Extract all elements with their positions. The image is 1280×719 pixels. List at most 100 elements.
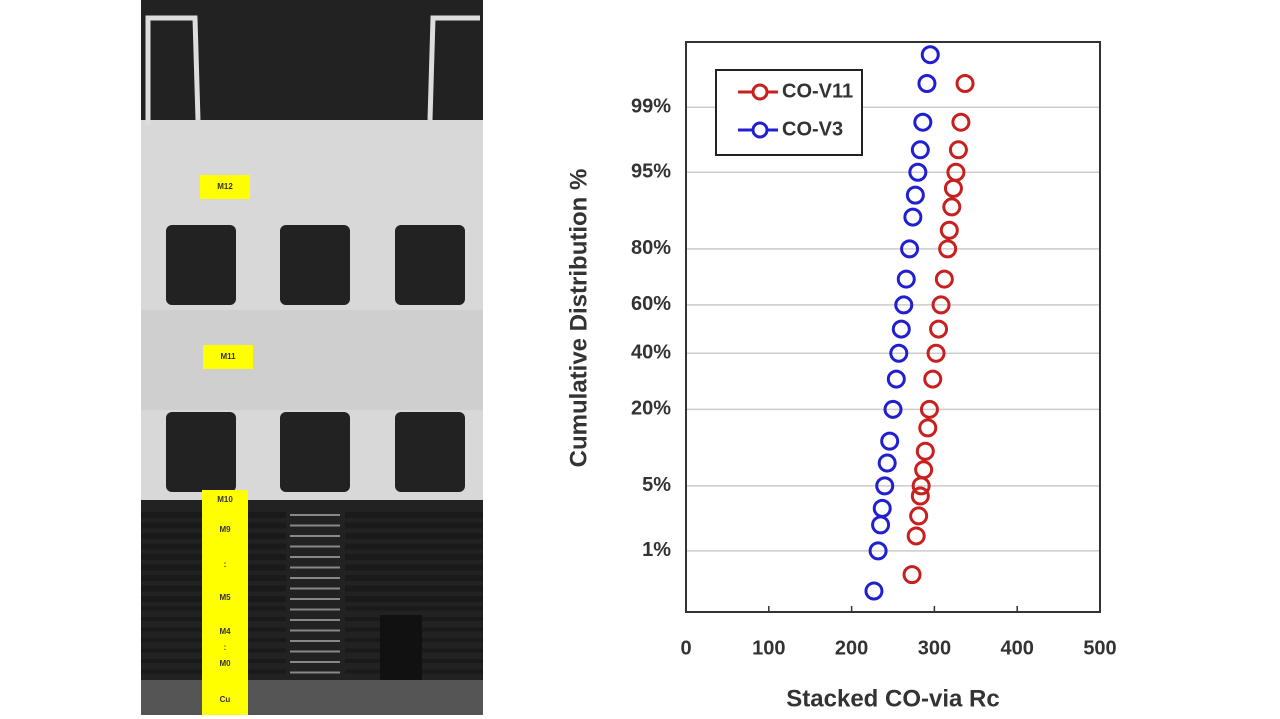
label-box <box>200 175 250 199</box>
data-point <box>917 74 937 94</box>
image-label: : <box>224 560 227 569</box>
data-point <box>915 441 935 461</box>
metal-stripe <box>290 650 340 653</box>
y-tick-label: 95% <box>631 161 671 183</box>
metal-stripe <box>345 512 483 518</box>
metal-stripe <box>290 661 340 663</box>
y-tick-label: 5% <box>642 474 671 496</box>
x-tick-label: 300 <box>918 637 951 659</box>
data-point <box>943 178 963 198</box>
x-tick-label: 100 <box>752 637 785 659</box>
metal-stripe <box>290 608 340 611</box>
data-point <box>900 239 920 259</box>
metal-stripe <box>345 522 483 529</box>
metal-line <box>280 225 350 305</box>
y-tick-label: 99% <box>631 96 671 118</box>
metal-stripe <box>345 554 483 560</box>
metal-line <box>166 412 236 492</box>
data-point <box>929 319 949 339</box>
image-label: : <box>224 643 227 652</box>
metal-stripe <box>290 629 340 632</box>
data-point <box>906 526 926 546</box>
metal-stripe <box>345 564 483 571</box>
data-point <box>877 453 897 473</box>
via-stack <box>380 615 422 680</box>
data-point <box>880 431 900 451</box>
x-tick-label: 0 <box>680 637 691 659</box>
legend-marker <box>751 121 769 139</box>
image-label: Cu <box>220 695 231 704</box>
legend-marker <box>751 83 769 101</box>
data-point <box>951 112 971 132</box>
substrate <box>141 680 483 715</box>
metal-stripe <box>290 535 340 537</box>
data-point <box>886 369 906 389</box>
data-point <box>905 185 925 205</box>
x-tick-label: 400 <box>1001 637 1034 659</box>
metal-line <box>166 225 236 305</box>
data-point <box>934 269 954 289</box>
image-label: M9 <box>219 525 231 534</box>
metal-line <box>395 412 465 492</box>
data-point <box>942 197 962 217</box>
x-axis-label: Stacked CO-via Rc <box>786 685 999 712</box>
data-point <box>914 460 934 480</box>
data-point <box>902 565 922 585</box>
legend-label: CO-V11 <box>782 80 853 102</box>
metal-stripe <box>290 671 340 674</box>
data-point <box>908 162 928 182</box>
data-point <box>872 498 892 518</box>
data-point <box>913 112 933 132</box>
data-point <box>868 541 888 561</box>
data-point <box>931 295 951 315</box>
metal-line <box>280 412 350 492</box>
image-label: M5 <box>219 593 231 602</box>
metal-stripe <box>290 619 340 621</box>
dielectric <box>141 310 483 410</box>
y-tick-label: 40% <box>631 342 671 364</box>
image-label: M10 <box>217 495 233 504</box>
image-labels: M12 M11 M10 M9: M5 M4: M0 Cu <box>200 175 253 715</box>
plot-frame <box>685 41 1101 613</box>
data-point <box>883 399 903 419</box>
y-tick-label: 80% <box>631 237 671 259</box>
data-point <box>909 506 929 526</box>
x-tick-label: 500 <box>1083 637 1116 659</box>
data-point <box>923 369 943 389</box>
data-point <box>948 140 968 160</box>
data-point <box>903 207 923 227</box>
data-point <box>871 515 891 535</box>
metal-stripe <box>345 596 483 602</box>
y-axis-label: Cumulative Distribution % <box>565 169 592 468</box>
y-tick-label: 20% <box>631 398 671 420</box>
x-tick-label: 200 <box>835 637 868 659</box>
data-point <box>864 581 884 601</box>
metal-stripe <box>290 545 340 548</box>
chart: Stacked CO-via Rc Cumulative Distributio… <box>565 41 1117 712</box>
metal-stripe <box>345 585 483 592</box>
data-point <box>875 476 895 496</box>
legend-label: CO-V3 <box>782 118 843 140</box>
y-tick-label: 60% <box>631 293 671 315</box>
metal-stripe <box>290 577 340 579</box>
image-label: M4 <box>219 627 231 636</box>
label-bar <box>202 490 248 715</box>
metal-stripe <box>290 524 340 527</box>
metal-stripe <box>345 575 483 581</box>
data-point <box>955 74 975 94</box>
metal-stripe <box>290 566 340 569</box>
data-point <box>891 319 911 339</box>
data-point <box>910 486 930 506</box>
metal-stripe <box>290 587 340 590</box>
data-point <box>910 140 930 160</box>
data-point <box>894 295 914 315</box>
data-point <box>918 418 938 438</box>
sem-image: M12 M11 M10 M9: M5 M4: M0 Cu <box>141 0 483 715</box>
legend-box <box>715 69 863 156</box>
data-point <box>939 220 959 240</box>
data-point <box>889 343 909 363</box>
metal-stripe <box>345 606 483 611</box>
data-point <box>938 239 958 259</box>
data-point <box>946 162 966 182</box>
